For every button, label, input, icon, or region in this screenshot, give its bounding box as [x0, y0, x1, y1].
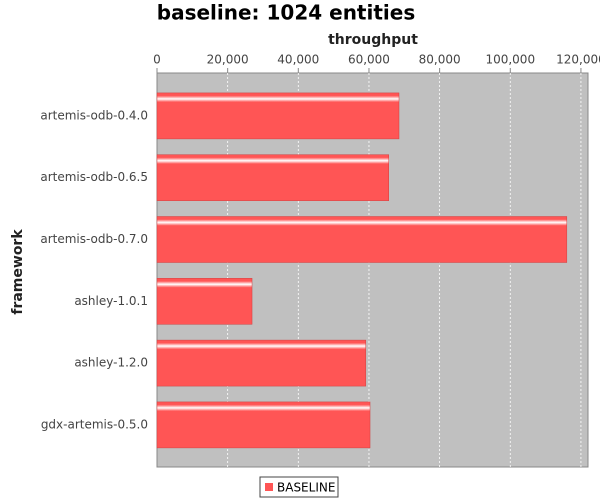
- bar: [156, 154, 390, 201]
- x-tick-label: 80,000: [419, 53, 461, 67]
- y-tick-label: ashley-1.0.1: [74, 294, 148, 308]
- legend-swatch: [265, 483, 273, 491]
- x-tick-label: 120,000: [556, 53, 600, 67]
- bar: [156, 92, 400, 140]
- y-tick-label: artemis-odb-0.7.0: [40, 232, 148, 246]
- y-tick-label: gdx-artemis-0.5.0: [41, 417, 148, 431]
- legend: [259, 476, 339, 498]
- bar: [156, 278, 253, 325]
- x-tick-label: 0: [153, 53, 161, 67]
- y-tick-label: artemis-odb-0.6.5: [40, 170, 148, 184]
- y-tick-label: ashley-1.2.0: [74, 356, 148, 370]
- y-tick-label: artemis-odb-0.4.0: [40, 108, 148, 122]
- bar: [156, 216, 568, 263]
- x-tick-label: 60,000: [348, 53, 390, 67]
- x-tick-label: 40,000: [277, 53, 319, 67]
- chart-title: baseline: 1024 entities: [157, 1, 416, 25]
- y-axis-label: framework: [10, 229, 26, 315]
- x-axis-label: throughput: [328, 32, 418, 48]
- bar: [156, 339, 367, 387]
- x-tick-label: 100,000: [485, 53, 535, 67]
- bar: [156, 401, 371, 449]
- x-tick-label: 20,000: [207, 53, 249, 67]
- legend-label: BASELINE: [277, 481, 335, 495]
